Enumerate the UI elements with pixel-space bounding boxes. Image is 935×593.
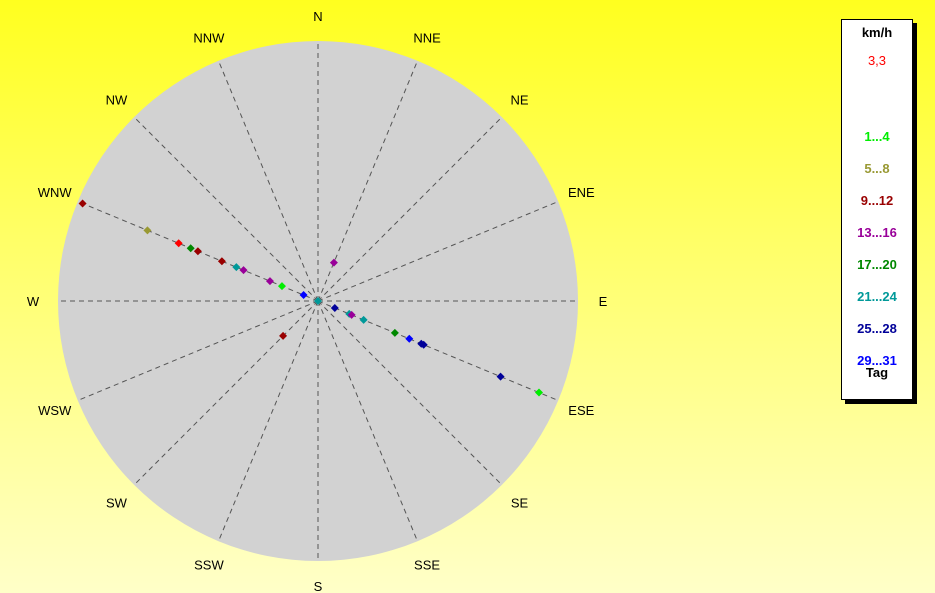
direction-labels: N NNE NE ENE E ESE SE SSE S SSW SW WSW W WNW NW NNW bbox=[27, 9, 608, 593]
direction-label-ne: NE bbox=[510, 92, 528, 107]
data-point-6 bbox=[217, 257, 226, 266]
direction-label-n: N bbox=[313, 9, 322, 24]
direction-label-ssw: SSW bbox=[194, 557, 224, 572]
data-point-16 bbox=[347, 310, 356, 319]
direction-gridlines bbox=[58, 41, 578, 561]
gridline-se bbox=[317, 300, 503, 486]
gridline-sse bbox=[317, 300, 418, 542]
data-point-24 bbox=[314, 297, 322, 305]
data-point-18 bbox=[390, 328, 399, 337]
direction-label-ese: ESE bbox=[568, 403, 594, 418]
gridline-wsw bbox=[77, 300, 319, 401]
data-point-3 bbox=[174, 239, 183, 248]
data-point-7 bbox=[232, 263, 241, 272]
direction-label-nne: NNE bbox=[413, 31, 441, 46]
direction-label-wnw: WNW bbox=[38, 185, 73, 200]
data-point-19 bbox=[405, 334, 414, 343]
data-point-17 bbox=[359, 315, 368, 324]
direction-label-sse: SSE bbox=[414, 557, 440, 572]
legend: km/h 3,3 1...4 5...8 9...12 13...16 17...20 2… bbox=[841, 19, 913, 400]
direction-label-w: W bbox=[27, 294, 40, 309]
legend-title: km/h bbox=[861, 25, 893, 40]
legend-entry-6: 21...24 bbox=[857, 289, 897, 304]
data-point-9 bbox=[265, 277, 274, 286]
direction-label-se: SE bbox=[511, 496, 529, 511]
data-point-1 bbox=[78, 199, 87, 208]
gridline-sw bbox=[133, 300, 319, 486]
data-point-21 bbox=[419, 340, 428, 349]
legend-entry-7: 25...28 bbox=[857, 321, 897, 336]
data-point-14 bbox=[330, 303, 339, 312]
direction-label-e: E bbox=[599, 294, 608, 309]
gridline-nnw bbox=[218, 60, 319, 302]
legend-entry-2: 5...8 bbox=[864, 161, 890, 176]
direction-label-sw: SW bbox=[106, 496, 128, 511]
gridline-ne bbox=[317, 116, 503, 302]
data-points bbox=[78, 199, 543, 397]
data-point-10 bbox=[277, 282, 286, 291]
direction-label-nw: NW bbox=[106, 92, 128, 107]
direction-label-ene: ENE bbox=[568, 185, 595, 200]
direction-label-nnw: NNW bbox=[193, 31, 225, 46]
legend-entry-1: 1...4 bbox=[864, 129, 890, 144]
legend-current-value: 3,3 bbox=[867, 53, 887, 68]
gridline-ssw bbox=[218, 300, 319, 542]
data-point-2 bbox=[143, 226, 152, 235]
gridline-nw bbox=[133, 116, 319, 302]
data-point-23 bbox=[534, 388, 543, 397]
gridline-ese bbox=[317, 300, 559, 401]
data-point-11 bbox=[299, 291, 308, 300]
data-point-8 bbox=[239, 266, 248, 275]
legend-entry-8: 29...31 bbox=[857, 353, 897, 368]
data-point-12 bbox=[329, 258, 338, 267]
legend-entry-3: 9...12 bbox=[860, 193, 894, 208]
data-point-22 bbox=[496, 372, 505, 381]
gridline-ene bbox=[317, 201, 559, 302]
direction-label-wsw: WSW bbox=[38, 403, 72, 418]
data-point-5 bbox=[193, 247, 202, 256]
data-point-13 bbox=[279, 331, 288, 340]
gridline-nne bbox=[317, 60, 418, 302]
direction-label-s: S bbox=[314, 579, 323, 593]
data-point-4 bbox=[186, 244, 195, 253]
legend-entry-4: 13...16 bbox=[857, 225, 897, 240]
legend-entry-5: 17...20 bbox=[857, 257, 897, 272]
legend-footer: Tag bbox=[865, 365, 889, 380]
